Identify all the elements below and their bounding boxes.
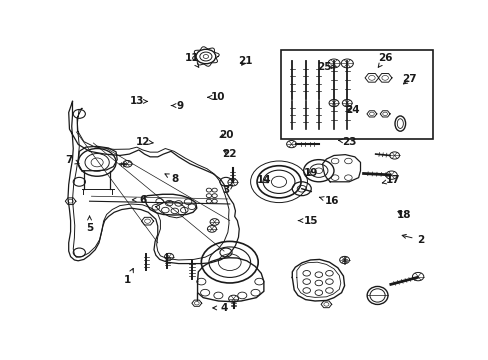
Text: 12: 12 <box>135 136 153 147</box>
Text: 2: 2 <box>401 234 424 245</box>
Text: 5: 5 <box>86 216 93 233</box>
Text: 13: 13 <box>129 96 147 107</box>
Text: 18: 18 <box>396 210 410 220</box>
Text: 8: 8 <box>164 174 178 184</box>
Text: 16: 16 <box>319 196 339 206</box>
Text: 17: 17 <box>382 175 399 185</box>
Text: 14: 14 <box>256 175 271 185</box>
Text: 20: 20 <box>218 130 233 140</box>
Text: 22: 22 <box>222 149 237 159</box>
Text: 26: 26 <box>377 53 391 67</box>
Text: 11: 11 <box>184 53 199 67</box>
Text: 4: 4 <box>212 303 227 313</box>
Text: 15: 15 <box>298 216 318 226</box>
Text: 6: 6 <box>132 195 146 205</box>
Text: 27: 27 <box>402 74 416 84</box>
Text: 3: 3 <box>222 185 232 195</box>
Bar <box>280 50 432 139</box>
Text: 10: 10 <box>207 92 225 102</box>
Text: 9: 9 <box>171 100 183 111</box>
Text: 21: 21 <box>237 56 252 66</box>
Text: 7: 7 <box>65 155 79 165</box>
Text: 23: 23 <box>338 136 356 147</box>
Text: 1: 1 <box>123 269 133 285</box>
Text: 19: 19 <box>304 168 318 179</box>
Text: 25: 25 <box>317 62 334 72</box>
Text: 24: 24 <box>345 105 360 115</box>
